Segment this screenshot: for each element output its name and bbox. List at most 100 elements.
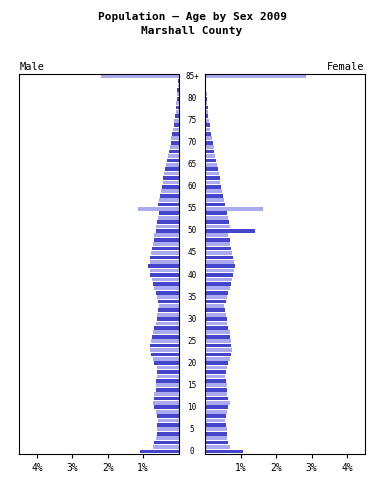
- Text: Marshall County: Marshall County: [141, 26, 243, 36]
- Bar: [205, 282, 231, 286]
- Bar: [154, 326, 179, 330]
- Bar: [205, 172, 218, 176]
- Bar: [172, 132, 179, 136]
- Bar: [205, 75, 306, 78]
- Bar: [156, 384, 179, 387]
- Bar: [153, 330, 179, 334]
- Bar: [157, 374, 179, 378]
- Bar: [153, 401, 179, 405]
- Bar: [172, 136, 179, 140]
- Bar: [162, 185, 179, 189]
- Bar: [205, 317, 227, 321]
- Bar: [205, 300, 226, 303]
- Bar: [176, 110, 179, 114]
- Bar: [205, 185, 221, 189]
- Bar: [205, 392, 227, 396]
- Bar: [157, 423, 179, 427]
- Text: 30: 30: [187, 314, 197, 324]
- Bar: [205, 436, 227, 440]
- Bar: [205, 211, 227, 215]
- Bar: [205, 291, 228, 295]
- Bar: [170, 145, 179, 149]
- Bar: [158, 309, 179, 312]
- Bar: [205, 247, 231, 251]
- Bar: [205, 277, 232, 281]
- Bar: [178, 84, 179, 87]
- Bar: [156, 410, 179, 414]
- Bar: [154, 233, 179, 237]
- Bar: [157, 220, 179, 224]
- Bar: [205, 388, 227, 392]
- Bar: [205, 370, 226, 374]
- Bar: [158, 419, 179, 422]
- Bar: [174, 123, 179, 127]
- Bar: [151, 352, 179, 356]
- Bar: [205, 304, 224, 308]
- Bar: [159, 198, 179, 202]
- Bar: [205, 238, 230, 241]
- Bar: [205, 92, 207, 96]
- Text: 55: 55: [187, 204, 197, 214]
- Bar: [168, 154, 179, 158]
- Bar: [152, 335, 179, 338]
- Bar: [205, 401, 230, 405]
- Bar: [157, 295, 179, 299]
- Bar: [149, 264, 179, 268]
- Bar: [205, 132, 211, 136]
- Bar: [152, 247, 179, 251]
- Text: 85+: 85+: [185, 72, 199, 81]
- Text: Female: Female: [327, 62, 365, 72]
- Bar: [151, 339, 179, 343]
- Bar: [205, 145, 214, 149]
- Bar: [205, 295, 227, 299]
- Bar: [205, 128, 210, 132]
- Bar: [205, 158, 216, 162]
- Bar: [205, 441, 228, 444]
- Bar: [154, 392, 179, 396]
- Bar: [164, 172, 179, 176]
- Bar: [205, 445, 230, 449]
- Bar: [205, 313, 226, 317]
- Bar: [205, 168, 218, 171]
- Bar: [157, 414, 179, 418]
- Bar: [205, 348, 232, 352]
- Bar: [205, 384, 227, 387]
- Bar: [165, 168, 179, 171]
- Bar: [205, 176, 220, 180]
- Bar: [153, 282, 179, 286]
- Bar: [154, 406, 179, 409]
- Bar: [205, 339, 231, 343]
- Bar: [156, 388, 179, 392]
- Bar: [159, 211, 179, 215]
- Bar: [157, 432, 179, 436]
- Bar: [150, 255, 179, 259]
- Bar: [205, 207, 263, 211]
- Bar: [158, 300, 179, 303]
- Text: 10: 10: [187, 403, 197, 412]
- Bar: [166, 163, 179, 167]
- Bar: [153, 445, 179, 449]
- Text: 25: 25: [187, 336, 197, 346]
- Bar: [205, 379, 226, 383]
- Bar: [205, 269, 234, 273]
- Bar: [140, 450, 179, 453]
- Bar: [205, 180, 220, 184]
- Bar: [205, 406, 228, 409]
- Bar: [205, 414, 226, 418]
- Bar: [154, 441, 179, 444]
- Bar: [205, 264, 235, 268]
- Bar: [205, 106, 208, 109]
- Bar: [152, 277, 179, 281]
- Bar: [151, 251, 179, 255]
- Bar: [159, 304, 179, 308]
- Bar: [205, 335, 230, 338]
- Bar: [205, 251, 232, 255]
- Bar: [205, 273, 233, 277]
- Bar: [163, 180, 179, 184]
- Bar: [156, 291, 179, 295]
- Bar: [154, 396, 179, 400]
- Bar: [167, 158, 179, 162]
- Bar: [173, 128, 179, 132]
- Bar: [158, 216, 179, 219]
- Text: 50: 50: [187, 227, 197, 235]
